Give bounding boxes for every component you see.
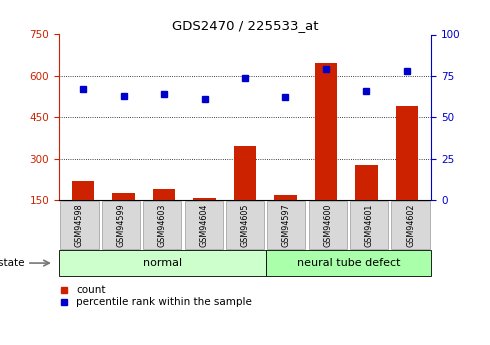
Bar (315, 63, 337, 242)
Bar (266, 250, 431, 276)
Bar (72, 181, 94, 241)
Bar (112, 193, 135, 242)
Bar (392, 201, 430, 249)
Bar (355, 165, 378, 242)
Bar (194, 198, 216, 241)
Text: GSM94605: GSM94605 (241, 203, 249, 247)
Bar (234, 146, 256, 242)
Text: neural tube defect: neural tube defect (296, 258, 400, 268)
Text: GSM94604: GSM94604 (199, 204, 208, 247)
Bar (185, 201, 222, 249)
Text: GSM94598: GSM94598 (75, 203, 84, 247)
Bar (153, 189, 175, 241)
Text: disease state: disease state (0, 258, 24, 268)
Bar (350, 201, 388, 249)
Text: GSM94597: GSM94597 (282, 203, 291, 247)
Bar (60, 201, 98, 249)
Bar (268, 201, 305, 249)
Text: count: count (76, 285, 105, 295)
Text: GSM94599: GSM94599 (116, 203, 125, 247)
Text: normal: normal (143, 258, 182, 268)
Text: GSM94600: GSM94600 (323, 204, 332, 247)
Bar (309, 201, 347, 249)
Bar (143, 201, 181, 249)
Text: GSM94603: GSM94603 (158, 204, 167, 247)
Bar (59, 250, 266, 276)
Text: GSM94602: GSM94602 (406, 203, 415, 247)
Bar (226, 201, 264, 249)
Bar (396, 106, 418, 242)
Text: GSM94601: GSM94601 (365, 204, 374, 247)
Text: percentile rank within the sample: percentile rank within the sample (76, 297, 252, 307)
Title: GDS2470 / 225533_at: GDS2470 / 225533_at (172, 19, 318, 32)
Bar (102, 201, 140, 249)
Bar (274, 195, 296, 242)
